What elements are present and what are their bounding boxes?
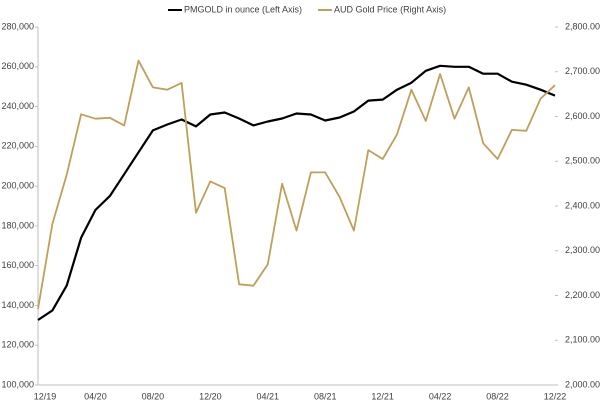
legend-label: AUD Gold Price (Right Axis) xyxy=(334,4,446,14)
x-tick-label: 12/22 xyxy=(544,391,567,401)
y-tick-label: 200,000 xyxy=(1,180,34,190)
y2-tick-label: 2,500.00 xyxy=(565,156,600,166)
y2-tick-label: 2,400.00 xyxy=(565,200,600,210)
y2-tick-label: 2,200.00 xyxy=(565,290,600,300)
x-tick-label: 04/20 xyxy=(84,391,107,401)
x-tick-label: 04/22 xyxy=(429,391,452,401)
y-tick-label: 280,000 xyxy=(1,21,34,31)
y2-tick-label: 2,600.00 xyxy=(565,111,600,121)
x-tick-label: 12/19 xyxy=(34,391,57,401)
y-tick-label: 160,000 xyxy=(1,260,34,270)
y-tick-label: 100,000 xyxy=(1,379,34,389)
x-tick-label: 12/20 xyxy=(199,391,222,401)
y2-tick-label: 2,300.00 xyxy=(565,245,600,255)
x-tick-label: 08/20 xyxy=(142,391,165,401)
x-tick-label: 12/21 xyxy=(371,391,394,401)
y-tick-label: 260,000 xyxy=(1,61,34,71)
x-tick-label: 08/22 xyxy=(486,391,509,401)
series-line xyxy=(37,59,556,310)
legend-label: PMGOLD in ounce (Left Axis) xyxy=(184,4,302,14)
y-tick-label: 220,000 xyxy=(1,141,34,151)
y2-tick-label: 2,700.00 xyxy=(565,66,600,76)
series-line xyxy=(37,64,556,321)
y-tick-label: 140,000 xyxy=(1,300,34,310)
y2-tick-label: 2,000.00 xyxy=(565,379,600,389)
y2-tick-label: 2,100.00 xyxy=(565,335,600,345)
y-tick-label: 120,000 xyxy=(1,340,34,350)
x-tick-label: 08/21 xyxy=(314,391,337,401)
x-tick-label: 04/21 xyxy=(257,391,280,401)
y-tick-label: 240,000 xyxy=(1,101,34,111)
y2-tick-label: 2,800.00 xyxy=(565,21,600,31)
y-tick-label: 180,000 xyxy=(1,220,34,230)
